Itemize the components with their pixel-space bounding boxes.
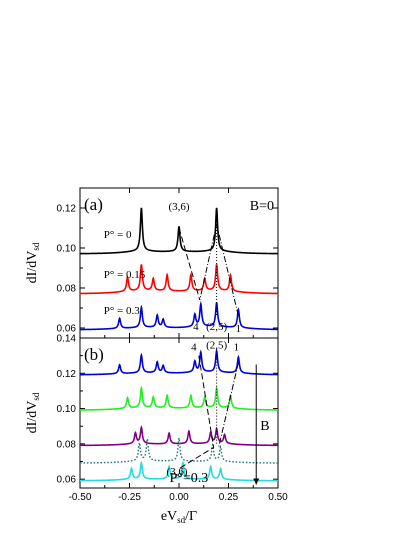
annotation-label: 4 — [191, 341, 197, 353]
annotation-label: (3,6) — [168, 201, 189, 213]
y-tick-label: 0.08 — [57, 284, 77, 295]
polarization-label: P°=0.3 — [170, 471, 209, 486]
x-tick-label: 0.00 — [169, 492, 189, 503]
field-label: B — [260, 419, 269, 434]
y-axis-label: dI/dVsd — [25, 392, 41, 433]
series-label: P° = 0.15 — [104, 269, 146, 281]
field-label: B=0 — [250, 199, 274, 214]
series-line-1-4 — [80, 460, 279, 482]
series-line-1-0 — [79, 347, 278, 376]
annotation-label: 1 — [236, 323, 242, 335]
guide-dashdot-2 — [216, 223, 239, 317]
y-tick-label: 0.12 — [57, 369, 77, 380]
series-line-1-3 — [80, 435, 278, 464]
series-line-0-2 — [79, 300, 278, 331]
guide-dash — [178, 227, 201, 301]
y-tick-label: 0.10 — [57, 404, 77, 415]
annotation-label: 4 — [193, 321, 199, 333]
series-label: P° = 0.3 — [104, 305, 140, 317]
guide-dash — [178, 355, 215, 470]
y-axis-label: dI/dVsd — [25, 242, 41, 283]
panel-label: (a) — [84, 195, 103, 214]
series-line-0-0 — [80, 207, 278, 255]
y-tick-label: 0.06 — [57, 324, 77, 335]
y-tick-label: 0.08 — [57, 439, 77, 450]
y-tick-label: 0.06 — [57, 475, 77, 486]
x-tick-label: -0.50 — [69, 492, 92, 503]
x-tick-label: 0.25 — [219, 492, 239, 503]
y-tick-label: 0.10 — [57, 244, 77, 255]
guide-dashdot — [199, 223, 218, 301]
guide-dashdot — [218, 362, 239, 448]
annotation-label: 1 — [234, 341, 240, 353]
y-tick-label: 0.12 — [57, 204, 77, 215]
annotation-label: (2,5) — [206, 321, 227, 333]
annotation-label: (3,6) — [166, 466, 187, 478]
y-tick-label: 0.14 — [57, 334, 77, 345]
annotation-label: (2,5) — [206, 340, 227, 352]
x-tick-label: 0.50 — [268, 492, 288, 503]
series-line-0-1 — [79, 264, 278, 295]
series-line-1-1 — [80, 385, 279, 411]
field-arrow-head — [253, 478, 260, 485]
series-label: P° = 0 — [104, 229, 132, 241]
x-tick-label: -0.25 — [118, 492, 141, 503]
x-axis-label: eVsd/Γ — [161, 509, 197, 525]
panel-label: (b) — [84, 345, 104, 364]
